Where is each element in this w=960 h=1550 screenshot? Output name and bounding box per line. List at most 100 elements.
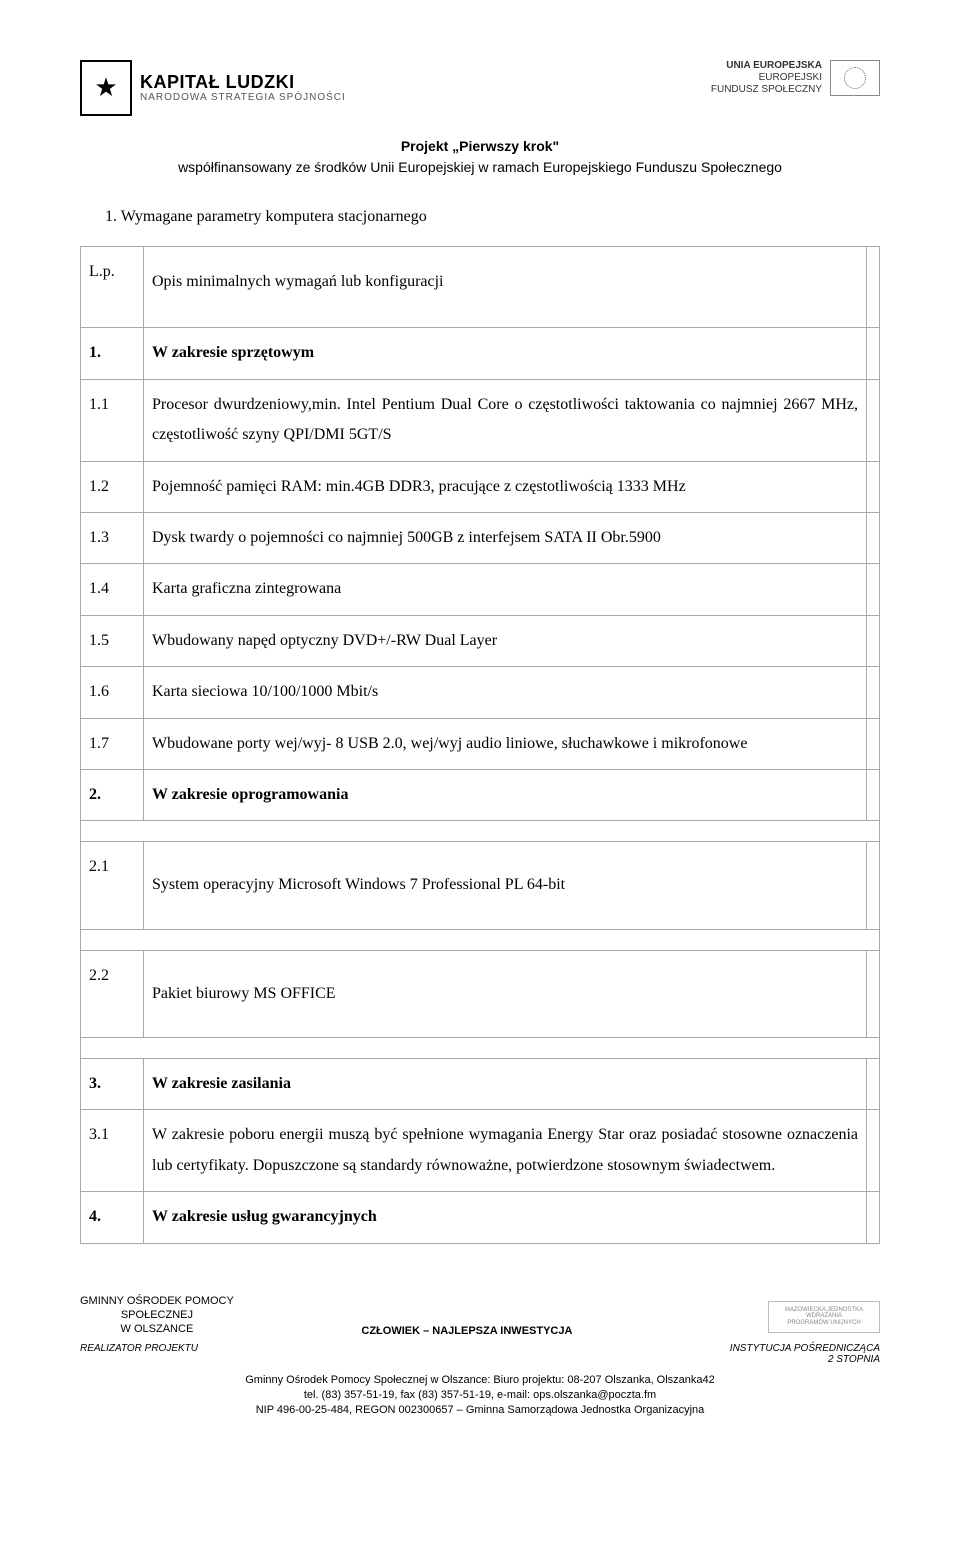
row-desc: Karta graficzna zintegrowana xyxy=(144,564,867,615)
table-row: 1.7Wbudowane porty wej/wyj- 8 USB 2.0, w… xyxy=(81,718,880,769)
table-row: 1.5Wbudowany napęd optyczny DVD+/-RW Dua… xyxy=(81,615,880,666)
row-num: 3. xyxy=(81,1059,144,1110)
fr-logo-l3: PROGRAMÓW UNIJNYCH xyxy=(787,1320,860,1327)
eu-line1: UNIA EUROPEJSKA xyxy=(711,60,822,72)
logo-left: ★ KAPITAŁ LUDZKI NARODOWA STRATEGIA SPÓJ… xyxy=(80,60,346,116)
row-spacer xyxy=(867,842,880,929)
row-desc: Dysk twardy o pojemności co najmniej 500… xyxy=(144,512,867,563)
row-num: 1.5 xyxy=(81,615,144,666)
logo-left-title: KAPITAŁ LUDZKI xyxy=(140,73,346,93)
row-num: 3.1 xyxy=(81,1110,144,1192)
row-spacer xyxy=(867,512,880,563)
header-spacer xyxy=(867,247,880,328)
project-title-block: Projekt „Pierwszy krok" współfinansowany… xyxy=(80,136,880,178)
footer-contact-l1: Gminny Ośrodek Pomocy Społecznej w Olsza… xyxy=(80,1373,880,1388)
row-spacer xyxy=(867,1110,880,1192)
row-num: 1.3 xyxy=(81,512,144,563)
logo-right: UNIA EUROPEJSKA EUROPEJSKI FUNDUSZ SPOŁE… xyxy=(711,60,880,96)
row-num: 1.1 xyxy=(81,379,144,461)
row-desc: Karta sieciowa 10/100/1000 Mbit/s xyxy=(144,667,867,718)
table-gap-row xyxy=(81,1038,880,1059)
logo-left-text: KAPITAŁ LUDZKI NARODOWA STRATEGIA SPÓJNO… xyxy=(140,73,346,104)
table-row: 1.4Karta graficzna zintegrowana xyxy=(81,564,880,615)
row-spacer xyxy=(867,379,880,461)
footer-br-l1: INSTYTUCJA POŚREDNICZĄCA xyxy=(730,1343,880,1354)
row-spacer xyxy=(867,1192,880,1243)
footer-right: MAZOWIECKA JEDNOSTKA WDRAŻANIA PROGRAMÓW… xyxy=(700,1301,880,1337)
table-row: 2.W zakresie oprogramowania xyxy=(81,769,880,820)
footer-bottom: REALIZATOR PROJEKTU INSTYTUCJA POŚREDNIC… xyxy=(80,1343,880,1365)
eu-line3: FUNDUSZ SPOŁECZNY xyxy=(711,84,822,96)
table-row: 4.W zakresie usług gwarancyjnych xyxy=(81,1192,880,1243)
project-cofinance: współfinansowany ze środków Unii Europej… xyxy=(178,159,782,175)
page-footer: GMINNY OŚRODEK POMOCY SPOŁECZNEJ W OLSZA… xyxy=(80,1294,880,1419)
row-num: 4. xyxy=(81,1192,144,1243)
row-desc: Pakiet biurowy MS OFFICE xyxy=(144,950,867,1037)
table-row: 1.6Karta sieciowa 10/100/1000 Mbit/s xyxy=(81,667,880,718)
table-row: 1.1Procesor dwurdzeniowy,min. Intel Pent… xyxy=(81,379,880,461)
project-name: Projekt „Pierwszy krok" xyxy=(401,138,559,154)
row-desc: Wbudowane porty wej/wyj- 8 USB 2.0, wej/… xyxy=(144,718,867,769)
section-heading: 1. Wymagane parametry komputera stacjona… xyxy=(105,208,880,226)
logo-left-sub: NARODOWA STRATEGIA SPÓJNOŚCI xyxy=(140,92,346,103)
table-row: 3.W zakresie zasilania xyxy=(81,1059,880,1110)
eu-line2: EUROPEJSKI xyxy=(711,72,822,84)
row-num: 1.2 xyxy=(81,461,144,512)
logo-right-text: UNIA EUROPEJSKA EUROPEJSKI FUNDUSZ SPOŁE… xyxy=(711,60,822,96)
table-row: 1.3Dysk twardy o pojemności co najmniej … xyxy=(81,512,880,563)
footer-left-l1: GMINNY OŚRODEK POMOCY xyxy=(80,1294,234,1308)
row-spacer xyxy=(867,718,880,769)
table-gap-cell xyxy=(81,1038,880,1059)
row-spacer xyxy=(867,564,880,615)
row-spacer xyxy=(867,615,880,666)
row-spacer xyxy=(867,950,880,1037)
row-desc: Pojemność pamięci RAM: min.4GB DDR3, pra… xyxy=(144,461,867,512)
footer-left-l2: SPOŁECZNEJ xyxy=(80,1308,234,1322)
table-gap-row xyxy=(81,929,880,950)
row-num: 2. xyxy=(81,769,144,820)
row-num: 2.1 xyxy=(81,842,144,929)
row-spacer xyxy=(867,667,880,718)
fr-logo-l2: WDRAŻANIA xyxy=(806,1313,842,1320)
footer-br-l2: 2 STOPNIA xyxy=(828,1354,880,1365)
row-desc: W zakresie zasilania xyxy=(144,1059,867,1110)
row-num: 2.2 xyxy=(81,950,144,1037)
eu-flag-icon xyxy=(830,60,880,96)
table-row: 1.2Pojemność pamięci RAM: min.4GB DDR3, … xyxy=(81,461,880,512)
table-row: 1.W zakresie sprzętowym xyxy=(81,328,880,379)
table-row: 2.2Pakiet biurowy MS OFFICE xyxy=(81,950,880,1037)
table-gap-cell xyxy=(81,821,880,842)
row-desc: Wbudowany napęd optyczny DVD+/-RW Dual L… xyxy=(144,615,867,666)
row-desc: System operacyjny Microsoft Windows 7 Pr… xyxy=(144,842,867,929)
row-desc: W zakresie sprzętowym xyxy=(144,328,867,379)
row-desc: W zakresie usług gwarancyjnych xyxy=(144,1192,867,1243)
footer-bottom-left: REALIZATOR PROJEKTU xyxy=(80,1343,198,1365)
page-header: ★ KAPITAŁ LUDZKI NARODOWA STRATEGIA SPÓJ… xyxy=(80,60,880,116)
footer-top: GMINNY OŚRODEK POMOCY SPOŁECZNEJ W OLSZA… xyxy=(80,1294,880,1337)
footer-left: GMINNY OŚRODEK POMOCY SPOŁECZNEJ W OLSZA… xyxy=(80,1294,234,1337)
row-desc: W zakresie oprogramowania xyxy=(144,769,867,820)
header-desc: Opis minimalnych wymagań lub konfiguracj… xyxy=(144,247,867,328)
spec-table: L.p. Opis minimalnych wymagań lub konfig… xyxy=(80,246,880,1244)
row-spacer xyxy=(867,328,880,379)
table-gap-row xyxy=(81,821,880,842)
document-page: ★ KAPITAŁ LUDZKI NARODOWA STRATEGIA SPÓJ… xyxy=(0,0,960,1459)
footer-center: CZŁOWIEK – NAJLEPSZA INWESTYCJA xyxy=(234,1325,700,1337)
row-num: 1.4 xyxy=(81,564,144,615)
row-spacer xyxy=(867,1059,880,1110)
row-num: 1.6 xyxy=(81,667,144,718)
row-spacer xyxy=(867,769,880,820)
row-spacer xyxy=(867,461,880,512)
row-desc: W zakresie poboru energii muszą być speł… xyxy=(144,1110,867,1192)
row-desc: Procesor dwurdzeniowy,min. Intel Pentium… xyxy=(144,379,867,461)
header-lp: L.p. xyxy=(81,247,144,328)
table-gap-cell xyxy=(81,929,880,950)
table-header-row: L.p. Opis minimalnych wymagań lub konfig… xyxy=(81,247,880,328)
footer-left-l3: W OLSZANCE xyxy=(80,1322,234,1336)
row-num: 1. xyxy=(81,328,144,379)
mazowiecka-logo-icon: MAZOWIECKA JEDNOSTKA WDRAŻANIA PROGRAMÓW… xyxy=(768,1301,880,1333)
footer-contact: Gminny Ośrodek Pomocy Społecznej w Olsza… xyxy=(80,1373,880,1419)
table-row: 2.1System operacyjny Microsoft Windows 7… xyxy=(81,842,880,929)
star-icon: ★ xyxy=(80,60,132,116)
footer-contact-l2: tel. (83) 357-51-19, fax (83) 357-51-19,… xyxy=(80,1388,880,1403)
